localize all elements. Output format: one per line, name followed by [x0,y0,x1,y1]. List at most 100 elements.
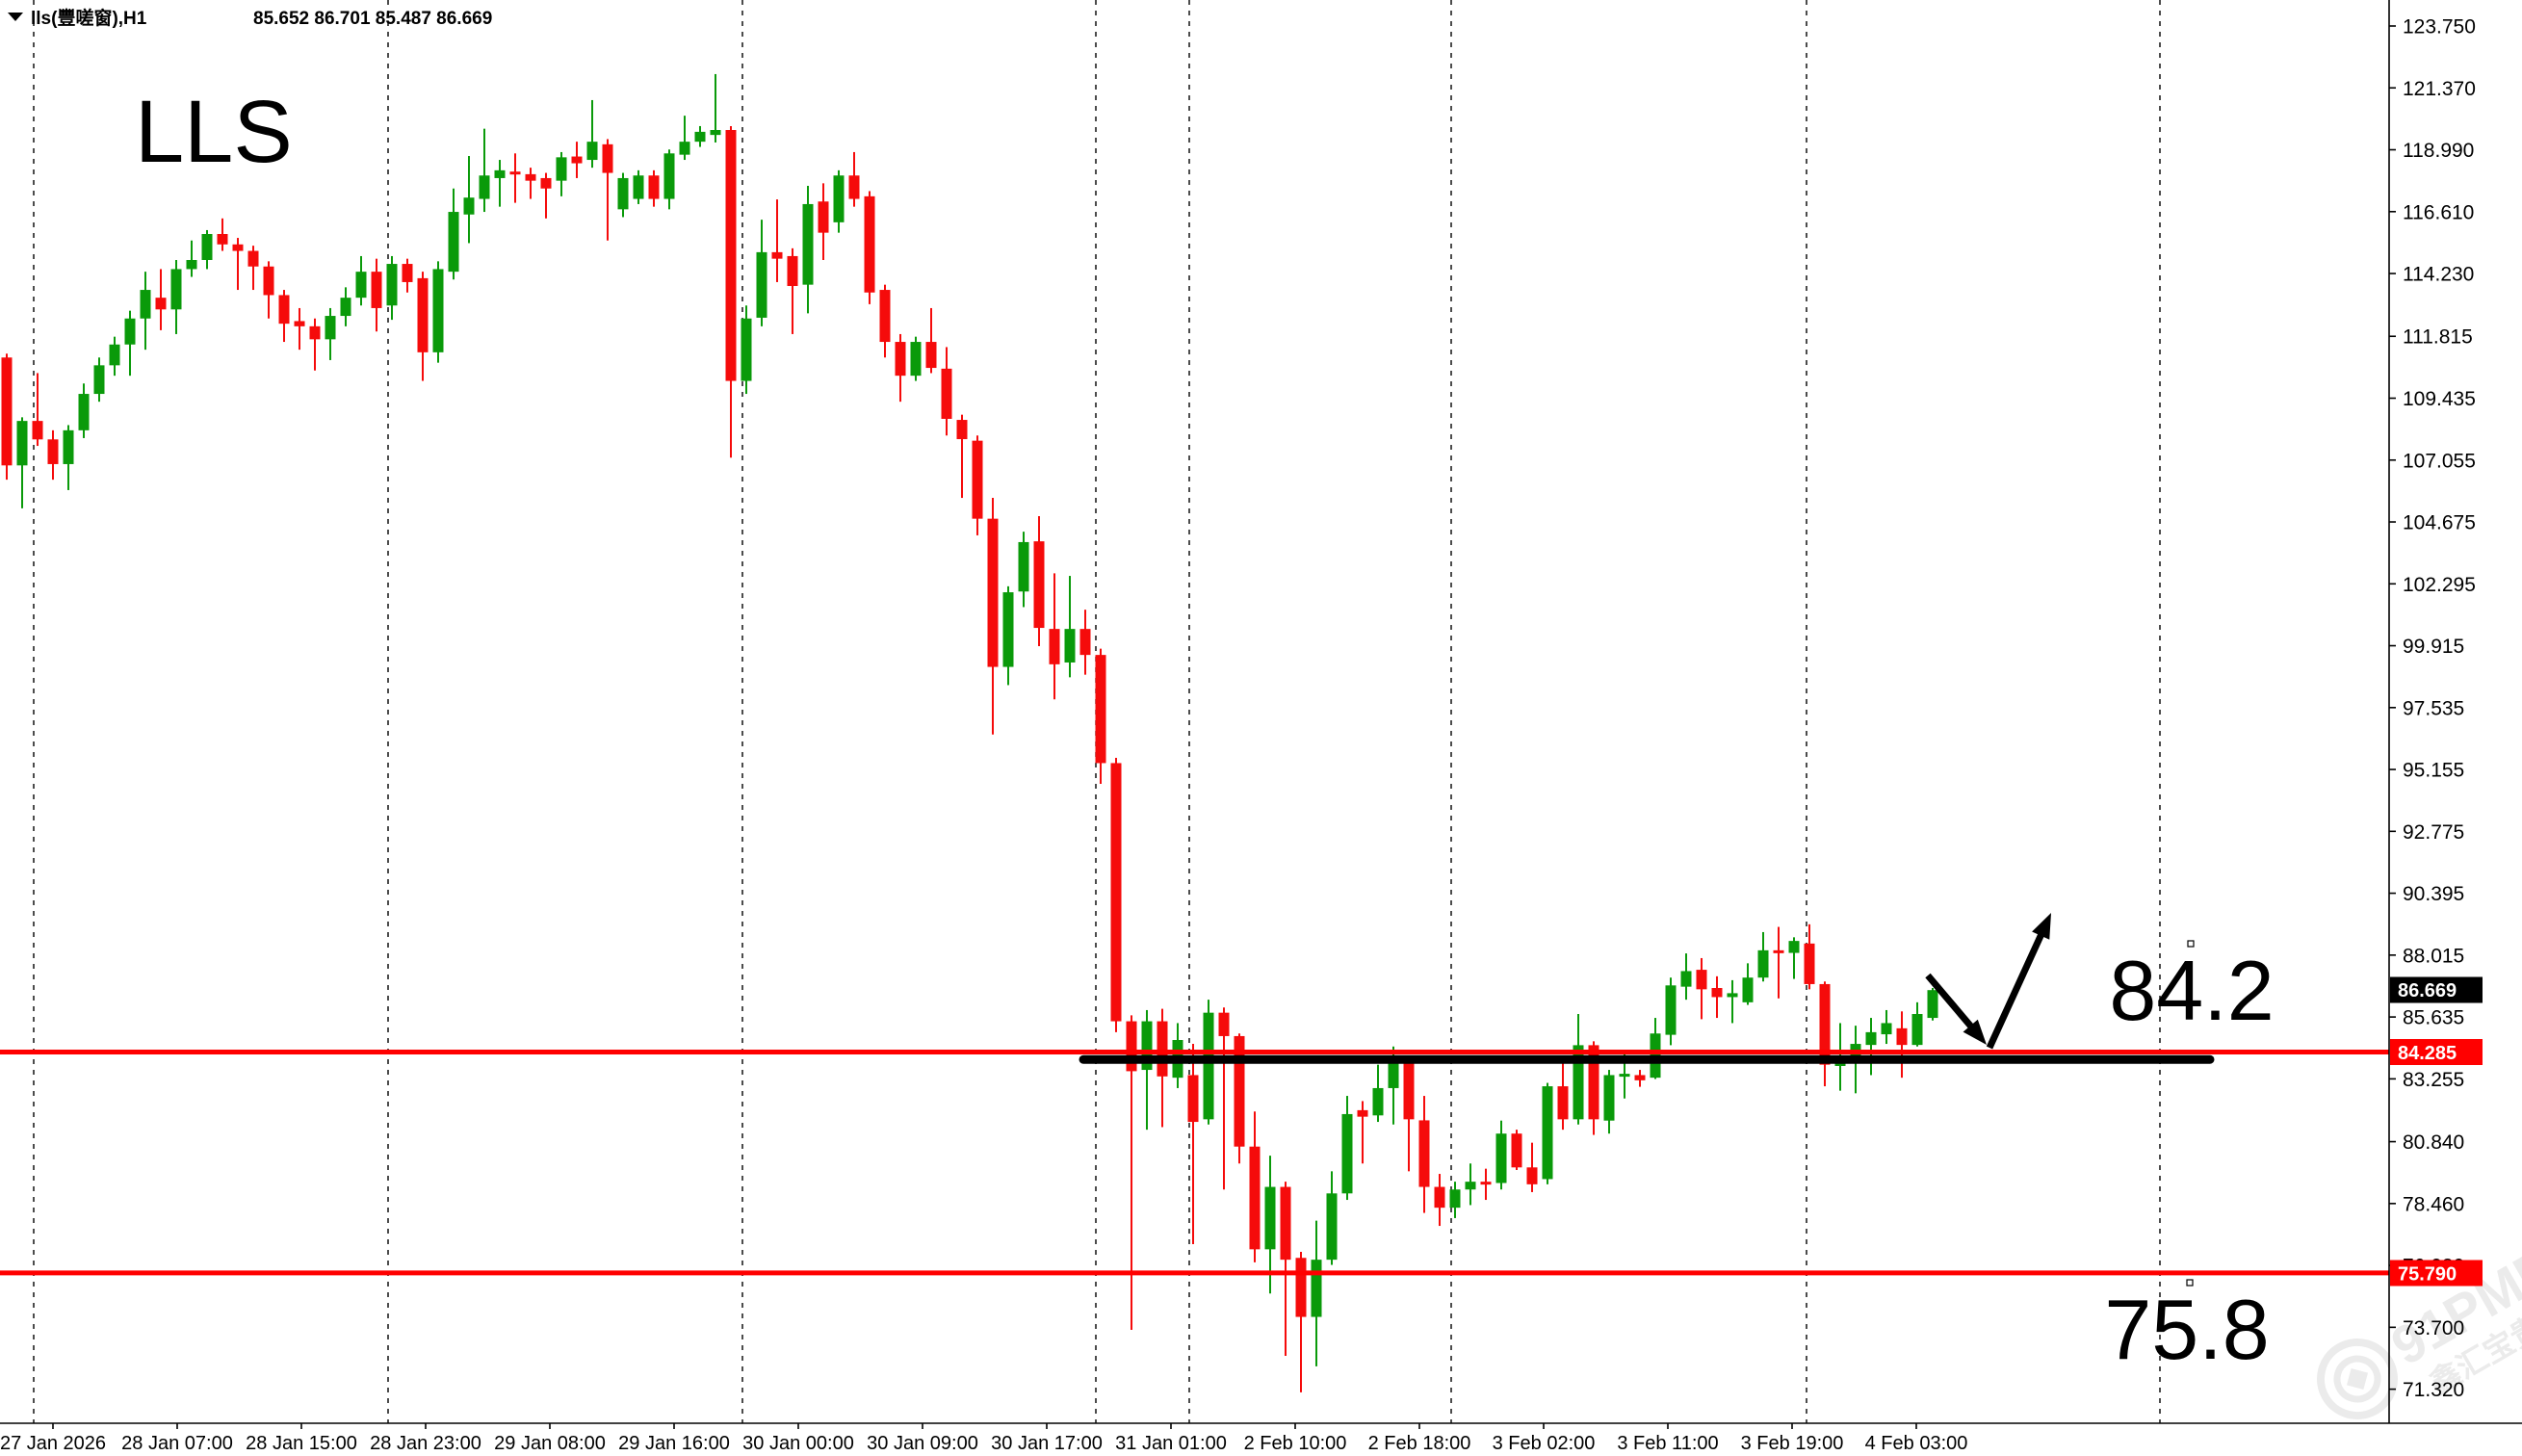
bounce-arrow-down[interactable] [1925,973,1987,1045]
candle [1788,937,1800,979]
candle [864,191,875,304]
candle [756,220,767,326]
candle [1773,926,1784,999]
candle [1727,979,1738,1024]
candle [1095,648,1106,785]
price-tick-label: 111.815 [2403,326,2473,349]
candle [1357,1101,1368,1164]
candle [1495,1120,1507,1190]
candle [910,336,922,381]
candle [1757,931,1769,982]
chevron-down-icon[interactable] [8,13,23,21]
candle [479,128,490,213]
candle [1187,1044,1199,1244]
price-tick-label: 71.320 [2403,1379,2464,1401]
candle [771,199,783,282]
candle [402,258,413,293]
time-tick-label: 27 Jan 2026 [0,1433,106,1454]
candle [1126,1015,1137,1331]
candle [1650,1018,1661,1079]
price-axis[interactable]: 123.750 121.370 118.990 116.610 114.230 111.8… [2389,16,2476,1402]
candle [941,347,952,436]
candle [1603,1070,1615,1134]
candle [956,414,968,499]
candle [1742,963,1754,1005]
object-anchor-dot[interactable] [2187,940,2195,948]
candle [741,305,752,395]
candle [525,168,536,199]
price-tick-label: 107.055 [2403,450,2476,472]
candle [325,307,336,360]
candle [1881,1009,1892,1045]
candle [1110,758,1122,1032]
hline-badge-75790: 75.790 [2390,1260,2483,1287]
candle [1434,1174,1445,1227]
candle [1711,975,1723,1019]
price-tick-label: 80.840 [2403,1131,2464,1154]
price-tick-label: 90.395 [2403,883,2464,905]
time-axis[interactable]: 27 Jan 2026 28 Jan 07:00 28 Jan 15:00 28 Ja… [0,1423,1967,1454]
candle [494,160,506,207]
object-anchor-dot[interactable] [2186,1279,2194,1287]
candle [540,172,552,219]
candle [633,169,644,204]
candle [725,125,737,458]
candle [1018,532,1029,608]
candle [371,258,382,332]
candle [432,261,444,363]
candle [309,318,321,371]
price-tick-label: 78.460 [2403,1193,2464,1215]
candle [617,172,629,218]
candle [925,307,937,374]
price-tick-label: 92.775 [2403,821,2464,844]
candle [1403,1059,1415,1172]
candle [78,383,90,438]
price-tick-label: 95.155 [2403,760,2464,782]
candle [1311,1220,1322,1366]
candle [232,238,244,291]
candle [16,417,28,508]
candle [802,186,814,314]
time-tick-label: 2 Feb 10:00 [1244,1433,1347,1454]
candle [109,336,120,377]
candle [417,272,429,381]
candle [818,183,829,260]
candle [1573,1014,1584,1125]
candle [694,125,706,147]
time-tick-label: 3 Feb 02:00 [1493,1433,1596,1454]
price-tick-label: 118.990 [2403,140,2474,162]
candle [140,272,151,351]
candle [1696,957,1707,1020]
candle [1033,515,1045,646]
candle [1002,585,1014,686]
svg-text:75.790: 75.790 [2398,1264,2457,1286]
candle [833,169,845,233]
candle [1896,1011,1908,1079]
candle [556,151,567,196]
candle [663,149,675,210]
time-tick-label: 31 Jan 01:00 [1115,1433,1227,1454]
drawn-objects[interactable] [0,913,2389,1287]
candle [1157,1008,1168,1128]
candle [201,229,213,270]
target-label-84-2[interactable]: 84.2 [2109,943,2274,1038]
time-tick-label: 3 Feb 19:00 [1741,1433,1844,1454]
svg-text:86.669: 86.669 [2398,980,2457,1001]
target-label-75-8[interactable]: 75.8 [2104,1282,2269,1377]
candle [787,247,798,334]
candle [170,260,182,334]
candle [124,310,136,377]
candle [1557,1063,1569,1131]
bounce-arrow-up[interactable] [1986,913,2051,1050]
candle [679,116,690,161]
candle [895,333,906,403]
candle [355,255,367,306]
candle [879,284,891,358]
price-tick-label: 102.295 [2403,574,2476,596]
time-tick-label: 2 Feb 18:00 [1368,1433,1471,1454]
price-tick-label: 97.535 [2403,697,2464,719]
candle [1064,576,1076,678]
candle [848,151,860,207]
axes [0,0,2522,1424]
